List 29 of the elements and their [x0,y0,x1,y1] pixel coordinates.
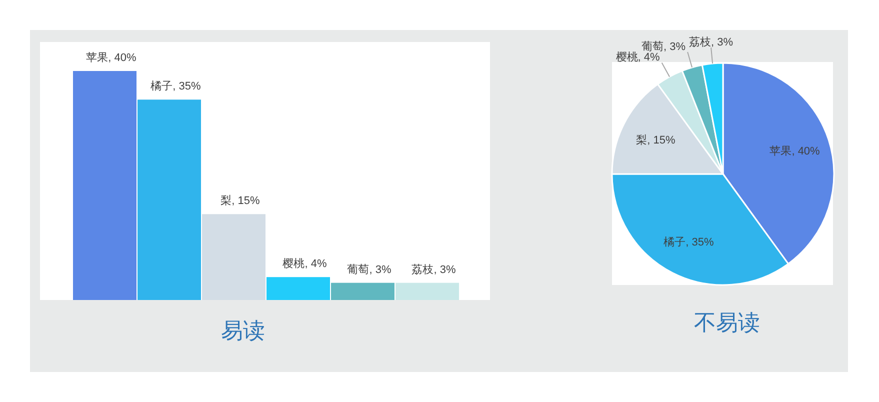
bar [138,100,201,300]
bar [266,277,330,300]
text: 易读 [221,318,265,343]
slice-label: 苹果 [770,146,792,158]
slice-label: 梨 [636,134,648,147]
data-label: , 15% [647,134,676,147]
slice-label: 橘子 [664,236,686,248]
slice-label: 荔枝 [689,36,712,49]
data-label: , 3% [664,41,686,54]
data-label: , 35% [686,236,714,248]
data-label: , 35% [172,80,202,93]
text: 不易读 [694,310,760,335]
bar [331,282,394,300]
data-label: , 3% [434,264,456,276]
data-label: , 3% [711,36,734,49]
data-label: , 4% [638,52,660,64]
data-label: , 40% [792,146,820,158]
data-label: , 4% [304,258,327,270]
slice-label: 葡萄 [642,40,664,54]
data-label: , 3% [369,264,392,276]
x-tick-label: 荔枝 [412,262,434,276]
data-label: , 40% [108,52,137,64]
slice-label: 樱桃 [616,52,638,64]
bar [202,214,266,300]
x-tick-label: 葡萄 [347,262,370,276]
bar [73,71,136,300]
data-label: , 15% [232,195,260,208]
x-tick-label: 樱桃 [282,258,305,270]
bar [396,282,459,300]
